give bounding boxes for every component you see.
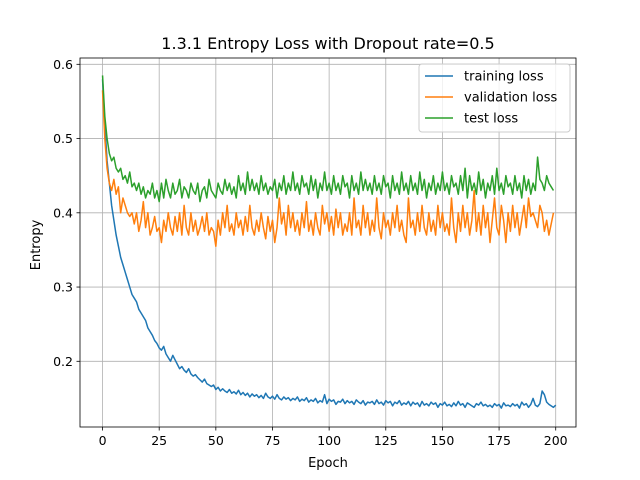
chart-title: 1.3.1 Entropy Loss with Dropout rate=0.5 xyxy=(161,34,494,53)
y-tick-label: 0.5 xyxy=(53,131,73,146)
x-tick-label: 200 xyxy=(544,433,568,448)
axes-frame xyxy=(79,57,577,428)
x-axis-label: Epoch xyxy=(308,456,348,471)
series-line-training-loss xyxy=(101,79,557,409)
x-tick-label: 150 xyxy=(430,433,454,448)
y-tick-label: 0.6 xyxy=(53,57,73,72)
y-tick-label: 0.4 xyxy=(53,205,73,220)
legend-box xyxy=(418,63,571,133)
y-tick-label: 0.2 xyxy=(53,354,73,369)
legend: training loss validation loss test loss xyxy=(418,63,571,133)
legend-label: validation loss xyxy=(464,91,557,106)
series-layer xyxy=(101,75,557,409)
series-line-validation-loss xyxy=(101,90,555,247)
x-tick-label: 75 xyxy=(265,433,281,448)
legend-label: training loss xyxy=(464,70,544,85)
series-line-test-loss xyxy=(101,75,555,203)
y-tick-label: 0.3 xyxy=(53,280,73,295)
x-axis-ticks: 0 25 50 75 100 125 150 175 200 xyxy=(99,427,568,448)
x-tick-label: 0 xyxy=(99,433,107,448)
axes xyxy=(79,57,577,428)
y-axis-label: Entropy xyxy=(29,219,44,270)
x-tick-label: 100 xyxy=(317,433,341,448)
x-tick-label: 50 xyxy=(208,433,224,448)
y-axis-ticks: 0.2 0.3 0.4 0.5 0.6 xyxy=(53,57,80,369)
x-tick-label: 175 xyxy=(487,433,511,448)
x-tick-label: 25 xyxy=(151,433,167,448)
legend-label: test loss xyxy=(464,112,518,127)
x-tick-label: 125 xyxy=(374,433,398,448)
